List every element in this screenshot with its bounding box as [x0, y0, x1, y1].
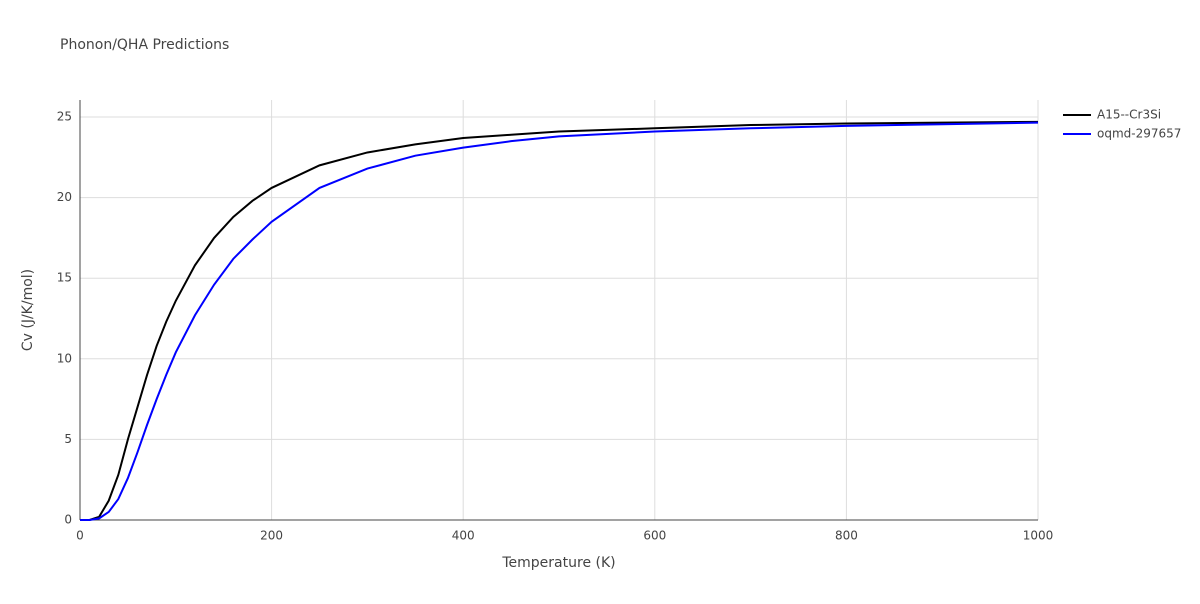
- y-tick-label: 10: [57, 351, 72, 365]
- legend-label: oqmd-297657: [1097, 127, 1181, 141]
- x-tick-label: 400: [452, 529, 475, 543]
- chart-title: Phonon/QHA Predictions: [60, 37, 229, 53]
- x-tick-label: 0: [76, 529, 84, 543]
- y-axis-label: Cv (J/K/mol): [20, 269, 36, 351]
- y-tick-label: 0: [64, 513, 72, 527]
- data-line: [80, 120, 1039, 521]
- legend-label: A15--Cr3Si: [1097, 108, 1161, 122]
- data-line: [80, 121, 1039, 521]
- x-tick-label: 1000: [1023, 529, 1054, 543]
- y-tick-label: 5: [64, 432, 72, 446]
- x-tick-label: 200: [260, 529, 283, 543]
- x-tick-label: 600: [643, 529, 666, 543]
- y-tick-label: 20: [57, 190, 72, 204]
- y-tick-label: 25: [57, 110, 72, 124]
- x-axis-label: Temperature (K): [501, 555, 615, 571]
- y-tick-label: 15: [57, 271, 72, 285]
- x-tick-label: 800: [835, 529, 858, 543]
